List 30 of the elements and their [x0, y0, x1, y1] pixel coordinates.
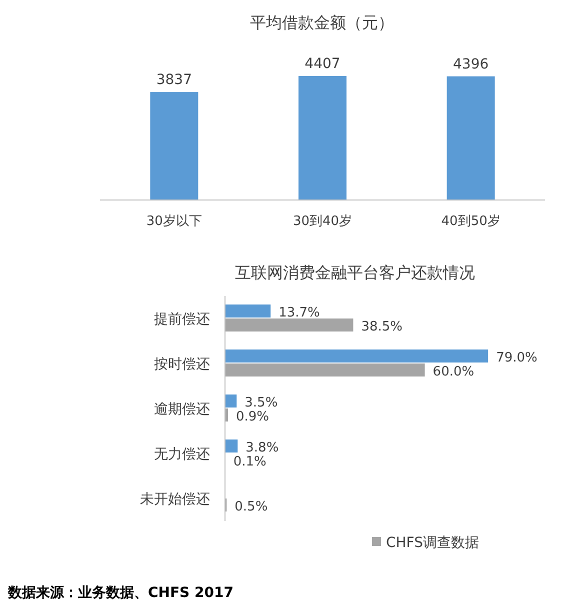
- bar: [225, 350, 488, 362]
- data-label: 38.5%: [361, 320, 403, 334]
- x-tick-label: 30岁以下: [146, 214, 202, 229]
- bar: [225, 318, 354, 332]
- bar: [225, 364, 425, 376]
- data-label: 3837: [156, 72, 192, 88]
- x-tick-label: 30到40岁: [292, 214, 352, 229]
- bar: [225, 440, 238, 452]
- chart-title: 互联网消费金融平台客户还款情况: [235, 263, 475, 282]
- y-tick-label: 提前偿还: [154, 312, 210, 328]
- data-label: 0.9%: [236, 410, 270, 424]
- y-tick-label: 按时偿还: [154, 356, 210, 372]
- legend-label: CHFS调查数据: [386, 535, 479, 551]
- data-label: 3.8%: [246, 440, 279, 456]
- bar: [225, 394, 237, 408]
- data-label: 4407: [304, 56, 340, 72]
- data-label: 13.7%: [278, 306, 320, 320]
- x-tick-label: 40到50岁: [441, 214, 500, 229]
- y-tick-label: 逾期偿还: [154, 402, 210, 418]
- data-label: 0.5%: [234, 500, 268, 514]
- y-tick-label: 无力偿还: [154, 446, 210, 462]
- y-tick-label: 未开始偿还: [140, 492, 210, 508]
- data-label: 79.0%: [496, 350, 538, 366]
- data-label: 3.5%: [244, 396, 278, 410]
- data-label: 4396: [453, 56, 489, 72]
- data-label: 60.0%: [432, 364, 474, 380]
- data-label: 0.1%: [233, 454, 266, 470]
- source-note: 数据来源：业务数据、CHFS 2017: [7, 585, 234, 601]
- bar: [225, 304, 271, 318]
- chart-title: 平均借款金额（元）: [250, 13, 394, 32]
